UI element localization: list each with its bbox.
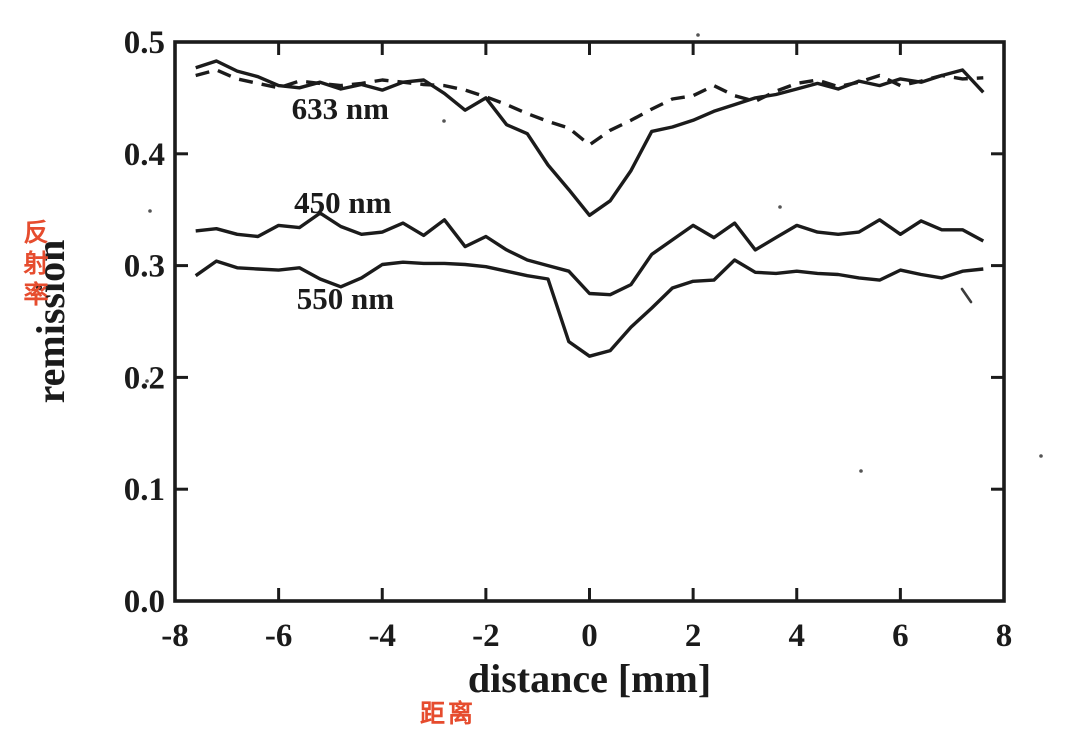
y-axis-translation-note: 反射率 bbox=[20, 219, 49, 312]
x-tick-label: 4 bbox=[789, 618, 806, 654]
x-tick-label: 6 bbox=[892, 618, 909, 654]
scan-speck bbox=[778, 205, 782, 209]
stray-mark bbox=[960, 287, 973, 304]
y-tick-label: 0.3 bbox=[124, 249, 165, 285]
x-tick-label: -2 bbox=[472, 618, 500, 654]
scan-speck bbox=[442, 119, 446, 123]
y-axis-title: remission bbox=[28, 240, 73, 404]
scan-speck bbox=[859, 469, 863, 473]
series-line-450-nm bbox=[195, 211, 985, 297]
scan-speck bbox=[1039, 454, 1043, 458]
series-inline-label: 633 nm bbox=[292, 91, 389, 126]
x-tick-label: -6 bbox=[265, 618, 293, 654]
x-tick-label: 0 bbox=[581, 618, 598, 654]
y-tick-label: 0.5 bbox=[124, 25, 165, 61]
x-tick-label: 8 bbox=[996, 618, 1013, 654]
y-tick-label: 0.0 bbox=[124, 584, 165, 620]
series-inline-label: 550 nm bbox=[297, 281, 394, 316]
x-tick-label: 2 bbox=[685, 618, 702, 654]
series-line-633-nm-dashed- bbox=[195, 68, 984, 147]
scan-speck bbox=[145, 379, 149, 383]
scan-speck bbox=[148, 209, 152, 213]
y-tick-label: 0.2 bbox=[124, 360, 165, 396]
y-tick-label: 0.4 bbox=[124, 137, 165, 173]
x-tick-label: -4 bbox=[369, 618, 397, 654]
scan-speck bbox=[696, 33, 700, 37]
series-inline-label: 450 nm bbox=[294, 185, 391, 220]
x-axis-translation-note: 距离 bbox=[420, 699, 477, 728]
series-line-550-nm bbox=[194, 258, 984, 358]
x-axis-title: distance [mm] bbox=[468, 656, 711, 701]
y-tick-label: 0.1 bbox=[124, 472, 165, 508]
x-tick-label: -8 bbox=[161, 618, 189, 654]
